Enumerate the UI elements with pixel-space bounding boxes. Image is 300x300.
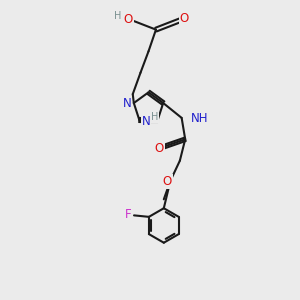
Text: O: O (155, 142, 164, 155)
Text: H: H (114, 11, 122, 21)
Text: F: F (125, 208, 132, 221)
Text: O: O (124, 13, 133, 26)
Text: O: O (180, 12, 189, 25)
Text: NH: NH (191, 112, 209, 125)
Text: N: N (123, 97, 132, 110)
Text: N: N (142, 115, 150, 128)
Text: O: O (163, 175, 172, 188)
Text: H: H (151, 112, 159, 122)
